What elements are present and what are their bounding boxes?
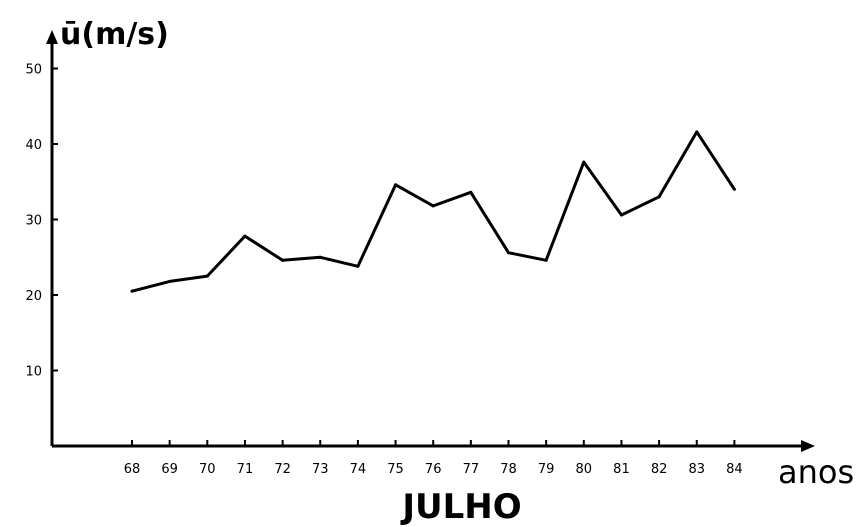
- chart-title: JULHO: [400, 487, 521, 527]
- x-tick-label: 77: [463, 462, 480, 477]
- x-tick-label: 69: [161, 462, 178, 477]
- x-tick-label: 78: [500, 462, 517, 477]
- data-point: [431, 204, 435, 208]
- data-point: [544, 258, 548, 262]
- data-point: [205, 274, 209, 278]
- data-point: [130, 289, 134, 293]
- x-tick-label: 81: [613, 462, 630, 477]
- data-point: [507, 251, 510, 255]
- x-axis-label: anos: [778, 453, 854, 491]
- x-tick-label: 73: [312, 462, 329, 477]
- data-point: [469, 190, 473, 194]
- x-tick-label: 70: [199, 462, 216, 477]
- y-axis-arrow: [46, 30, 58, 44]
- series-line: [131, 130, 736, 293]
- data-point: [394, 183, 398, 187]
- data-point: [582, 160, 586, 164]
- data-point: [657, 195, 661, 199]
- x-tick-label: 74: [350, 462, 367, 477]
- y-tick-label: 30: [25, 214, 42, 229]
- x-tick-label: 76: [425, 462, 442, 477]
- data-point: [619, 213, 623, 217]
- y-tick-label: 50: [25, 63, 42, 78]
- x-tick-label: 83: [688, 462, 705, 477]
- data-point: [318, 255, 322, 259]
- x-tick-label: 84: [726, 462, 743, 477]
- data-point: [732, 187, 736, 191]
- y-axis-label: ū(m/s): [60, 17, 169, 52]
- data-point: [695, 130, 699, 134]
- x-ticks: 68 69 70 71 72 73 74 75 76 77 78 79 80 81 82 83 84: [124, 440, 743, 477]
- data-point: [168, 279, 172, 283]
- y-ticks: 10 20 30 40 50: [25, 63, 58, 380]
- x-tick-label: 82: [651, 462, 668, 477]
- x-tick-label: 72: [274, 462, 291, 477]
- x-axis-arrow: [801, 440, 815, 452]
- axes: [46, 30, 815, 452]
- series: [130, 130, 736, 293]
- data-point: [356, 264, 360, 268]
- x-tick-label: 79: [538, 462, 555, 477]
- y-tick-label: 20: [25, 289, 42, 304]
- x-tick-label: 75: [387, 462, 404, 477]
- x-tick-label: 68: [124, 462, 141, 477]
- data-point: [281, 258, 285, 262]
- y-tick-label: 40: [25, 138, 42, 153]
- y-tick-label: 10: [25, 365, 42, 380]
- x-tick-label: 80: [576, 462, 593, 477]
- data-point: [243, 234, 247, 238]
- x-tick-label: 71: [237, 462, 254, 477]
